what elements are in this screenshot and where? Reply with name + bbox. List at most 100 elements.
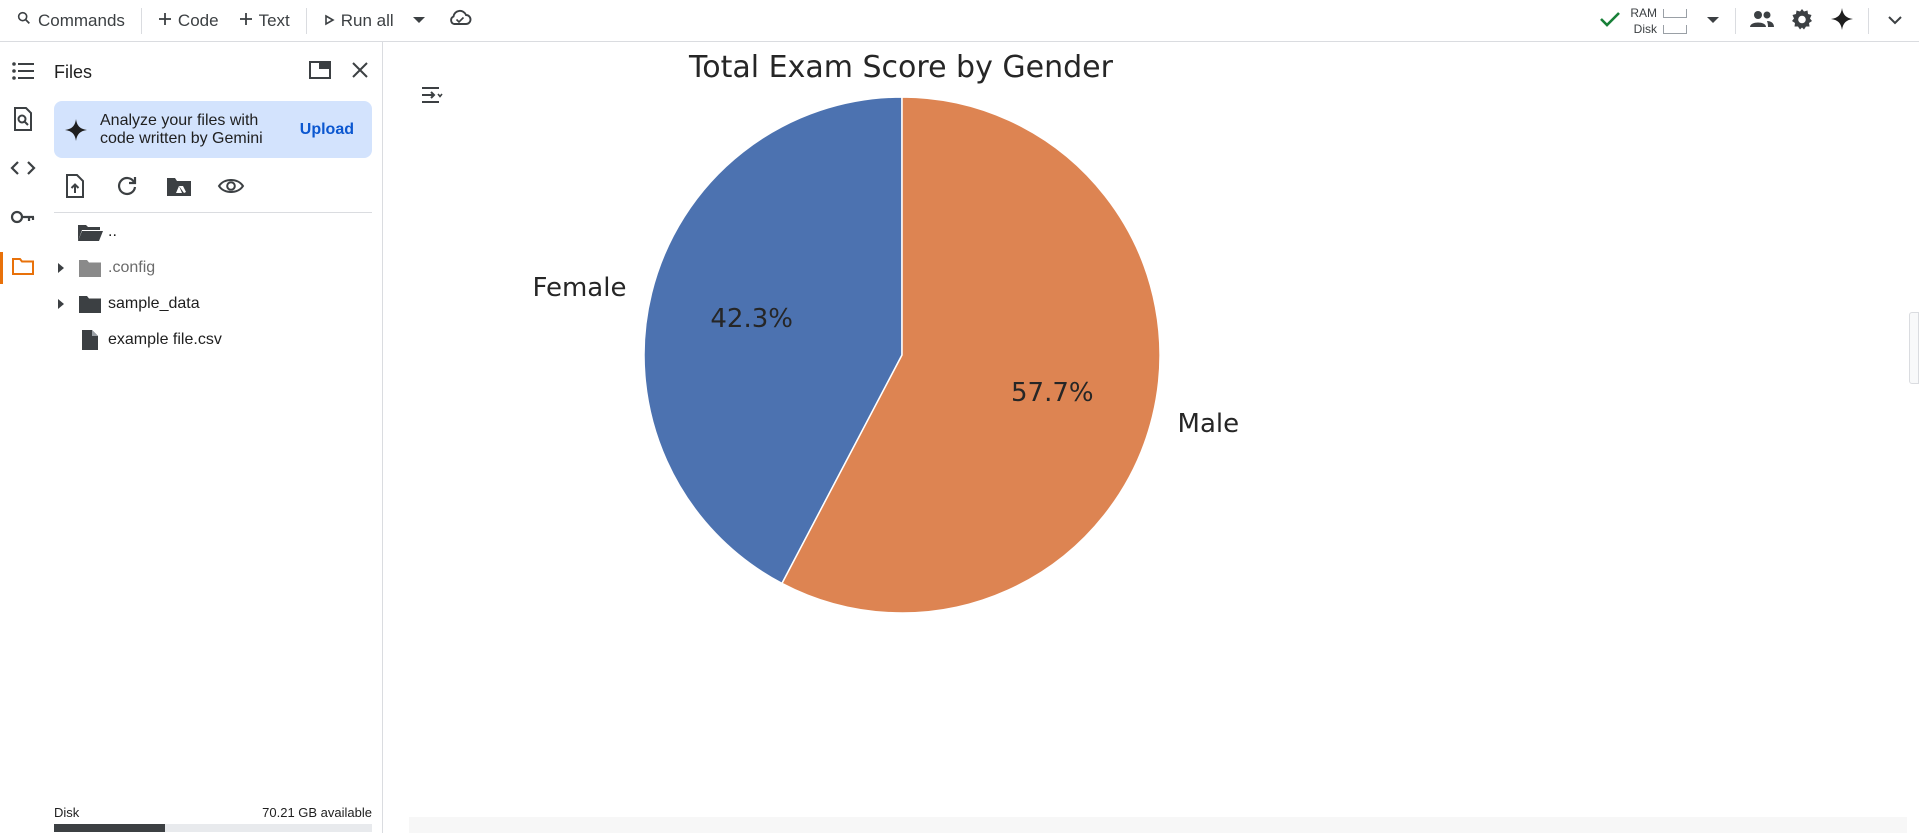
pie-slice-male xyxy=(780,96,1161,614)
cloud-icon xyxy=(448,9,472,32)
play-icon xyxy=(323,11,335,31)
tree-item-label: .config xyxy=(108,259,156,276)
settings-button[interactable] xyxy=(1782,1,1822,41)
pie-percent-label: 42.3% xyxy=(710,304,793,334)
mount-drive-button[interactable] xyxy=(165,174,193,202)
collapse-header-button[interactable] xyxy=(1875,1,1915,41)
commands-button[interactable]: Commands xyxy=(6,6,135,36)
file-icon xyxy=(77,327,103,353)
upload-file-icon xyxy=(65,173,85,203)
tree-item-parent[interactable]: .. xyxy=(45,214,383,250)
close-panel-button[interactable] xyxy=(344,56,376,88)
files-folder-icon xyxy=(11,256,35,281)
caret-down-icon xyxy=(412,12,426,30)
refresh-button[interactable] xyxy=(113,174,141,202)
pie-chart: Total Exam Score by Gender 42.3% Female 57… xyxy=(532,50,1239,614)
disk-usage-bar xyxy=(54,824,372,832)
next-code-cell[interactable] xyxy=(409,817,1907,833)
commands-label: Commands xyxy=(38,10,125,30)
tree-item-config[interactable]: .config xyxy=(45,250,383,286)
toc-icon xyxy=(11,61,35,86)
files-toolbar xyxy=(61,173,245,203)
code-snippets-button[interactable] xyxy=(0,148,45,192)
disk-label: Disk xyxy=(1633,22,1657,36)
notebook-main: Total Exam Score by Gender 42.3% Female 57… xyxy=(384,42,1919,833)
ram-bar xyxy=(1663,8,1687,18)
gemini-analyze-text: Analyze your files with code written by … xyxy=(100,111,263,147)
toolbar-divider xyxy=(1868,8,1869,34)
disk-usage-label: Disk xyxy=(54,805,80,820)
pie-category-label: Male xyxy=(1178,409,1240,439)
output-actions-button[interactable] xyxy=(418,84,446,112)
tree-item-example-file[interactable]: example file.csv xyxy=(45,322,383,358)
code-snippets-icon xyxy=(9,160,36,181)
resource-monitor[interactable]: RAM Disk xyxy=(1630,5,1687,37)
run-all-label: Run all xyxy=(340,10,394,30)
toolbar-divider xyxy=(140,7,142,34)
refresh-icon xyxy=(116,175,138,202)
left-rail xyxy=(0,42,45,833)
ram-label: RAM xyxy=(1630,6,1657,20)
chevron-down-icon xyxy=(1887,12,1903,30)
caret-right-icon[interactable] xyxy=(54,297,68,311)
run-all-button[interactable]: Run all xyxy=(313,6,404,36)
add-code-button[interactable]: Code xyxy=(148,6,229,36)
chart-title: Total Exam Score by Gender xyxy=(688,50,1114,85)
open-in-new-window-icon xyxy=(308,60,332,85)
toolbar-right: RAM Disk xyxy=(1590,0,1919,42)
secrets-key-icon xyxy=(10,209,36,230)
check-icon xyxy=(1599,10,1621,33)
tree-item-label: .. xyxy=(108,223,117,240)
files-toolbar-divider xyxy=(54,212,372,213)
files-panel: Files Analyze your files with code writt… xyxy=(45,42,383,833)
gemini-sparkle-icon xyxy=(1830,7,1854,36)
disk-bar xyxy=(1663,24,1687,34)
drive-folder-icon xyxy=(166,175,192,202)
table-of-contents-button[interactable] xyxy=(0,51,45,95)
runtime-dropdown[interactable] xyxy=(1697,1,1729,41)
toolbar-divider xyxy=(1735,8,1736,34)
gemini-upload-button[interactable]: Upload xyxy=(299,120,354,138)
people-icon xyxy=(1749,9,1775,34)
disk-usage-fill xyxy=(54,824,166,832)
tree-item-label: sample_data xyxy=(108,295,200,312)
toolbar-divider xyxy=(305,7,307,34)
pie-category-label: Female xyxy=(532,273,626,303)
eye-icon xyxy=(217,177,245,200)
caret-down-icon xyxy=(1706,12,1720,30)
output-settings-icon xyxy=(420,85,444,112)
caret-right-icon[interactable] xyxy=(54,261,68,275)
tree-item-label: example file.csv xyxy=(108,331,222,348)
open-in-tab-button[interactable] xyxy=(304,56,336,88)
folder-open-icon xyxy=(77,219,103,245)
output-scrollbar[interactable] xyxy=(1909,312,1919,384)
save-to-drive-button[interactable] xyxy=(440,1,480,41)
file-tree: .. .config sample_data example file.c xyxy=(45,214,383,358)
plus-icon xyxy=(158,11,172,31)
files-button[interactable] xyxy=(0,246,45,290)
close-icon xyxy=(351,61,369,84)
tree-item-sample-data[interactable]: sample_data xyxy=(45,286,383,322)
connected-status[interactable] xyxy=(1590,1,1630,41)
gear-icon xyxy=(1790,7,1814,36)
gemini-analyze-card: Analyze your files with code written by … xyxy=(54,101,372,158)
disk-usage: Disk 70.21 GB available xyxy=(54,805,372,832)
secrets-button[interactable] xyxy=(0,197,45,241)
plus-icon xyxy=(239,11,253,31)
folder-icon xyxy=(77,291,103,317)
add-code-label: Code xyxy=(177,10,219,30)
pie-labels: 42.3% Female 57.7% Male xyxy=(532,273,1239,439)
add-text-button[interactable]: Text xyxy=(229,6,300,36)
search-icon xyxy=(16,10,32,31)
show-hidden-files-button[interactable] xyxy=(217,174,245,202)
disk-available-text: 70.21 GB available xyxy=(262,805,372,820)
pie-percent-label: 57.7% xyxy=(1011,378,1094,408)
find-replace-button[interactable] xyxy=(0,99,45,143)
files-panel-title: Files xyxy=(54,62,93,82)
gemini-button[interactable] xyxy=(1822,1,1862,41)
run-options-dropdown[interactable] xyxy=(404,1,434,41)
share-people-button[interactable] xyxy=(1742,1,1782,41)
upload-file-button[interactable] xyxy=(61,173,89,203)
top-toolbar: Commands Code Text Run all xyxy=(0,0,1919,42)
files-panel-header-icons xyxy=(304,56,376,88)
